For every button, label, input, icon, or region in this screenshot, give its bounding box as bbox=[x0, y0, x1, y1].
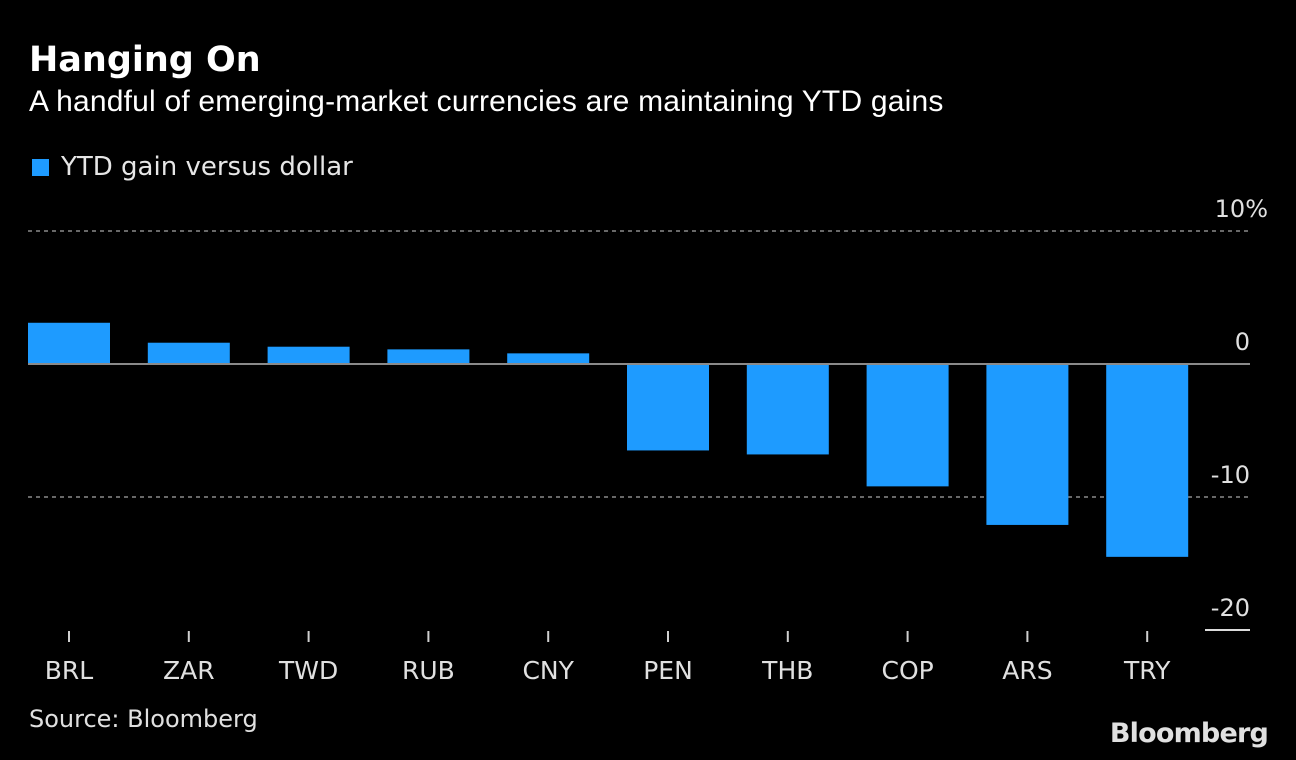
chart-title: Hanging On bbox=[29, 40, 261, 80]
x-tick-label: CNY bbox=[522, 656, 574, 685]
y-tick-label: -10 bbox=[1211, 461, 1250, 489]
x-tick-label: COP bbox=[881, 656, 933, 685]
bar-pen bbox=[627, 364, 709, 451]
y-tick-label: 10% bbox=[1215, 195, 1268, 223]
y-tick-label: -20 bbox=[1211, 594, 1250, 622]
x-tick-label: ZAR bbox=[163, 656, 215, 685]
bar-cny bbox=[507, 353, 590, 364]
legend-label: YTD gain versus dollar bbox=[61, 152, 353, 182]
bar-cop bbox=[866, 364, 949, 487]
source-note: Source: Bloomberg bbox=[29, 705, 258, 733]
y-tick-label: 0 bbox=[1235, 328, 1250, 356]
chart-subtitle: A handful of emerging-market currencies … bbox=[29, 85, 944, 118]
legend-swatch bbox=[32, 158, 49, 176]
x-tick-label: BRL bbox=[45, 656, 94, 685]
x-tick-label: PEN bbox=[643, 656, 693, 685]
x-tick-label: THB bbox=[761, 656, 813, 685]
x-tick-label: TWD bbox=[278, 656, 338, 685]
bar-ars bbox=[986, 364, 1069, 525]
bar-zar bbox=[147, 342, 230, 364]
bar-try bbox=[1106, 364, 1189, 557]
bar-thb bbox=[746, 364, 829, 455]
x-tick-label: TRY bbox=[1123, 656, 1171, 685]
bar-brl bbox=[28, 322, 110, 364]
bloomberg-logo: Bloomberg bbox=[1109, 718, 1269, 749]
legend: YTD gain versus dollar bbox=[32, 152, 353, 182]
bar-twd bbox=[267, 346, 350, 364]
x-tick-label: RUB bbox=[402, 656, 455, 685]
x-tick-label: ARS bbox=[1002, 656, 1052, 685]
bar-rub bbox=[387, 349, 470, 364]
